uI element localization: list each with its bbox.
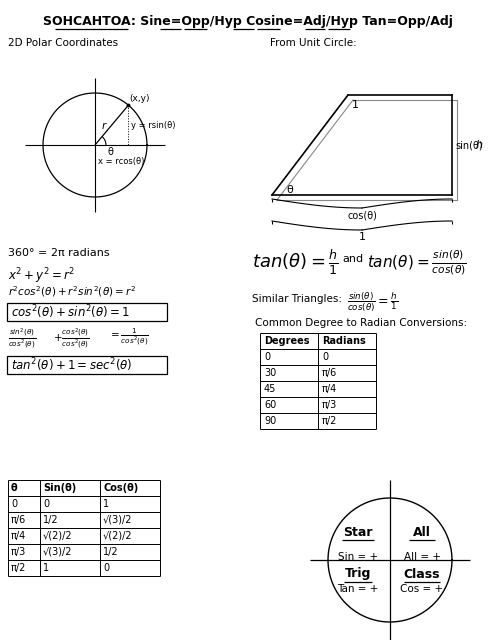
Text: $tan(\theta) = \frac{h}{1}$: $tan(\theta) = \frac{h}{1}$ — [252, 248, 339, 277]
Text: $\frac{sin(\theta)}{cos(\theta)} = \frac{h}{1}$: $\frac{sin(\theta)}{cos(\theta)} = \frac… — [347, 290, 398, 314]
Text: $+\frac{cos^2(\theta)}{cos^2(\theta)}$: $+\frac{cos^2(\theta)}{cos^2(\theta)}$ — [53, 327, 90, 351]
Text: 1: 1 — [358, 232, 365, 242]
Text: Sin = +: Sin = + — [338, 552, 378, 562]
Text: 1: 1 — [352, 100, 359, 110]
Text: 0: 0 — [264, 352, 270, 362]
Text: θ: θ — [107, 147, 113, 157]
Text: h: h — [476, 140, 483, 150]
Text: π/4: π/4 — [11, 531, 26, 541]
Text: All: All — [413, 525, 431, 538]
Text: 1/2: 1/2 — [43, 515, 58, 525]
Text: θ: θ — [286, 185, 293, 195]
Text: 360° = 2π radians: 360° = 2π radians — [8, 248, 109, 258]
Text: Class: Class — [404, 568, 440, 580]
Text: √(3)/2: √(3)/2 — [43, 547, 72, 557]
Text: 2D Polar Coordinates: 2D Polar Coordinates — [8, 38, 118, 48]
Text: and: and — [342, 254, 363, 264]
Text: Cos = +: Cos = + — [400, 584, 444, 594]
Text: √(3)/2: √(3)/2 — [103, 515, 133, 525]
Text: 0: 0 — [43, 499, 49, 509]
Text: Radians: Radians — [322, 336, 366, 346]
Text: x = rcos(θ): x = rcos(θ) — [98, 157, 145, 166]
Text: Common Degree to Radian Conversions:: Common Degree to Radian Conversions: — [255, 318, 467, 328]
Text: π/6: π/6 — [11, 515, 26, 525]
Text: 0: 0 — [103, 563, 109, 573]
Text: All = +: All = + — [403, 552, 441, 562]
Text: Degrees: Degrees — [264, 336, 309, 346]
Text: π/3: π/3 — [322, 400, 337, 410]
Text: From Unit Circle:: From Unit Circle: — [270, 38, 357, 48]
Text: Cos(θ): Cos(θ) — [103, 483, 138, 493]
Text: π/2: π/2 — [11, 563, 26, 573]
Text: 30: 30 — [264, 368, 276, 378]
Text: r: r — [101, 121, 106, 131]
Text: $cos^2(\theta) + sin^2(\theta) = 1$: $cos^2(\theta) + sin^2(\theta) = 1$ — [11, 303, 130, 321]
Text: $tan(\theta) = \frac{sin(\theta)}{cos(\theta)}$: $tan(\theta) = \frac{sin(\theta)}{cos(\t… — [367, 248, 467, 276]
Text: 60: 60 — [264, 400, 276, 410]
Text: π/6: π/6 — [322, 368, 337, 378]
Text: Tan = +: Tan = + — [337, 584, 379, 594]
Text: (x,y): (x,y) — [129, 94, 150, 103]
Text: $r^2cos^2(\theta) + r^2sin^2(\theta) = r^2$: $r^2cos^2(\theta) + r^2sin^2(\theta) = r… — [8, 284, 136, 299]
Text: θ: θ — [11, 483, 18, 493]
Text: $\frac{sin^2(\theta)}{cos^2(\theta)}$: $\frac{sin^2(\theta)}{cos^2(\theta)}$ — [8, 327, 36, 351]
Text: √(2)/2: √(2)/2 — [103, 531, 133, 541]
Bar — [7, 356, 167, 374]
Text: SOHCAHTOA: Sine=Opp/Hyp Cosine=Adj/Hyp Tan=Opp/Adj: SOHCAHTOA: Sine=Opp/Hyp Cosine=Adj/Hyp T… — [43, 15, 453, 29]
Text: 90: 90 — [264, 416, 276, 426]
Text: Star: Star — [343, 525, 373, 538]
Text: $=\frac{1}{cos^2(\theta)}$: $=\frac{1}{cos^2(\theta)}$ — [108, 327, 149, 348]
Text: 0: 0 — [322, 352, 328, 362]
Text: π/4: π/4 — [322, 384, 337, 394]
Text: Trig: Trig — [345, 568, 371, 580]
Text: π/3: π/3 — [11, 547, 26, 557]
Text: 1/2: 1/2 — [103, 547, 119, 557]
Text: 1: 1 — [43, 563, 49, 573]
Text: $tan^2(\theta) + 1 = sec^2(\theta)$: $tan^2(\theta) + 1 = sec^2(\theta)$ — [11, 356, 133, 374]
Bar — [7, 303, 167, 321]
Text: 0: 0 — [11, 499, 17, 509]
Text: 1: 1 — [103, 499, 109, 509]
Text: √(2)/2: √(2)/2 — [43, 531, 73, 541]
Text: π/2: π/2 — [322, 416, 338, 426]
Text: Similar Triangles:: Similar Triangles: — [252, 294, 342, 304]
Text: cos(θ): cos(θ) — [347, 210, 377, 220]
Text: $x^2 + y^2 = r^2$: $x^2 + y^2 = r^2$ — [8, 266, 75, 285]
Text: sin(θ): sin(θ) — [455, 140, 483, 150]
Text: Sin(θ): Sin(θ) — [43, 483, 76, 493]
Text: 45: 45 — [264, 384, 276, 394]
Text: y = rsin(θ): y = rsin(θ) — [132, 120, 176, 129]
